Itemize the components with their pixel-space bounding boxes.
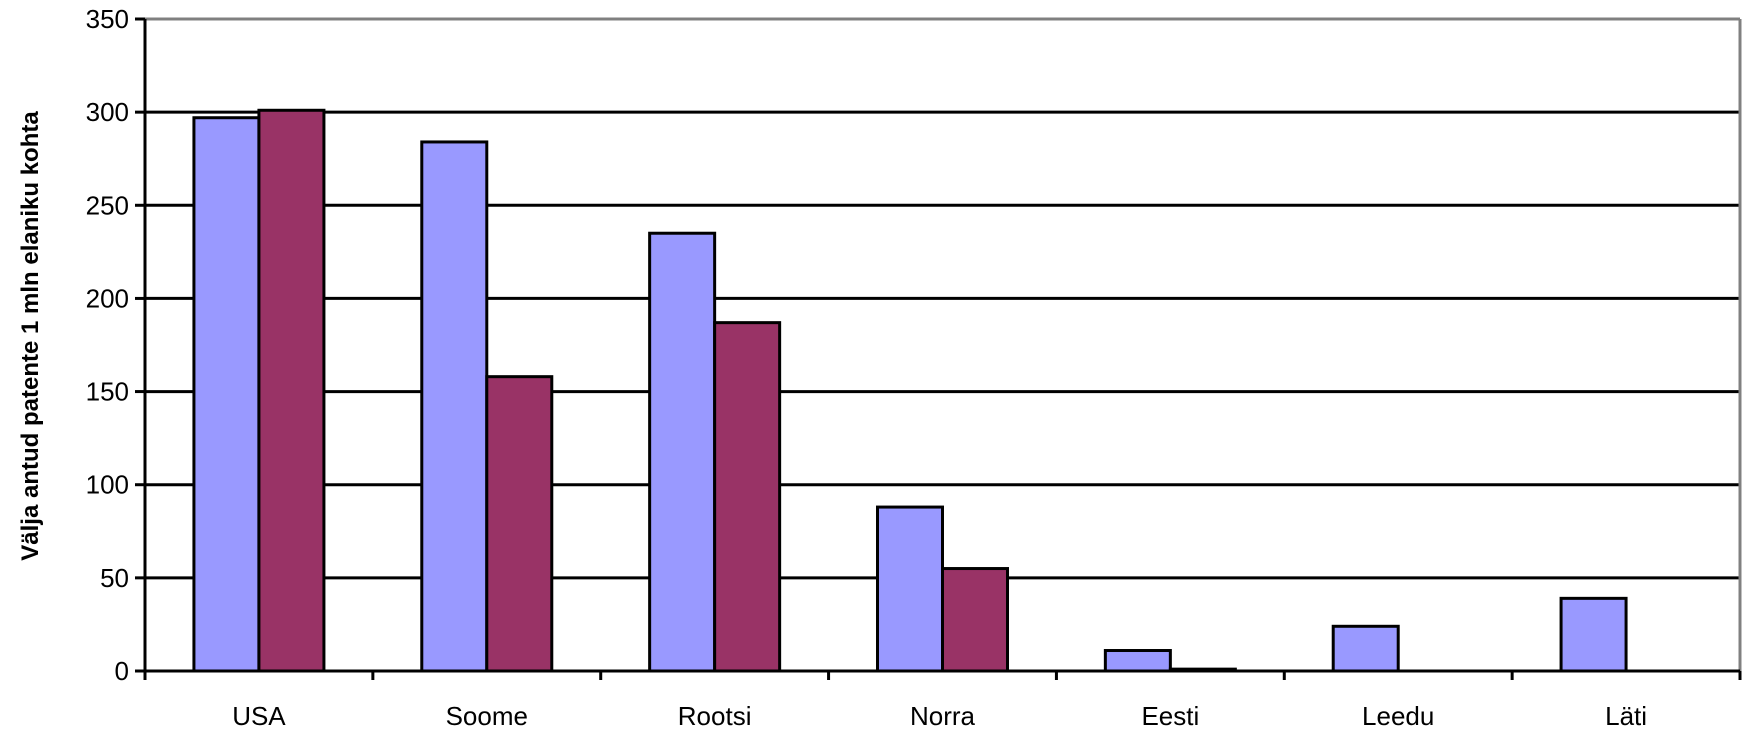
bar-series-1-rootsi bbox=[648, 231, 717, 673]
y-tick-label: 250 bbox=[86, 190, 129, 220]
y-tick-label: 0 bbox=[115, 656, 129, 686]
x-tick-label-soome: Soome bbox=[446, 701, 528, 731]
x-tick-label-usa: USA bbox=[232, 701, 286, 731]
axes bbox=[135, 17, 1742, 680]
gridlines bbox=[145, 110, 1740, 580]
y-tick-label: 300 bbox=[86, 97, 129, 127]
bar-series-1-soome bbox=[420, 140, 489, 673]
y-tick-label: 100 bbox=[86, 470, 129, 500]
bar-series-1-eesti bbox=[1103, 649, 1172, 673]
bar-series-1-läti bbox=[1559, 596, 1628, 673]
bar-series-1-norra bbox=[876, 505, 944, 673]
x-tick-label-norra: Norra bbox=[910, 701, 976, 731]
bar-series-2-norra bbox=[941, 567, 1009, 673]
x-tick-label-leedu: Leedu bbox=[1362, 701, 1434, 731]
y-tick-label: 200 bbox=[86, 283, 129, 313]
x-tick-labels: USA Soome Rootsi Norra Eesti Leedu Läti bbox=[232, 701, 1647, 731]
bar-series-1-leedu bbox=[1331, 624, 1400, 673]
y-tick-label: 350 bbox=[86, 4, 129, 34]
y-tick-labels: 0 50 100 150 200 250 300 350 bbox=[86, 4, 129, 686]
bar-series-1-usa bbox=[192, 116, 261, 673]
bars bbox=[192, 108, 1628, 673]
bar-series-2-usa bbox=[257, 108, 326, 673]
bar-series-2-soome bbox=[485, 375, 554, 673]
x-tick-label-rootsi: Rootsi bbox=[678, 701, 752, 731]
y-axis-label: Välja antud patente 1 mln elaniku kohta bbox=[17, 111, 44, 561]
x-tick-label-eesti: Eesti bbox=[1141, 701, 1199, 731]
y-tick-label: 150 bbox=[86, 377, 129, 407]
y-tick-label: 50 bbox=[100, 563, 129, 593]
bar-series-2-rootsi bbox=[713, 321, 782, 673]
x-tick-label-läti: Läti bbox=[1605, 701, 1647, 731]
